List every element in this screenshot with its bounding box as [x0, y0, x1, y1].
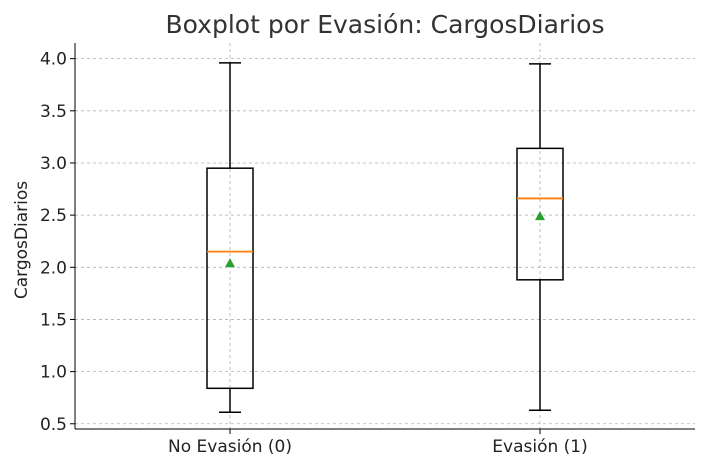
- y-tick-label: 1.0: [40, 363, 67, 383]
- x-tick-label: Evasión (1): [492, 437, 587, 457]
- box-group: [516, 63, 564, 411]
- y-tick-label: 3.5: [40, 102, 67, 122]
- mean-marker: [225, 258, 235, 268]
- x-ticks: No Evasión (0) Evasión (1): [168, 429, 588, 457]
- x-tick-label: No Evasión (0): [168, 437, 292, 457]
- chart-title: Boxplot por Evasión: CargosDiarios: [166, 10, 605, 39]
- mean-marker: [535, 211, 545, 221]
- box-group: [206, 62, 254, 414]
- iqr-box: [516, 147, 564, 281]
- y-tick-label: 2.0: [40, 258, 67, 278]
- boxes: [206, 62, 564, 414]
- y-tick-label: 4.0: [40, 50, 67, 70]
- y-tick-label: 2.5: [40, 206, 67, 226]
- y-ticks: 0.5 1.0 1.5 2.0 2.5 3.0 3.5 4.0: [40, 50, 75, 435]
- y-axis-label: CargosDiarios: [12, 181, 32, 299]
- y-tick-label: 3.0: [40, 154, 67, 174]
- y-tick-label: 0.5: [40, 415, 67, 435]
- y-tick-label: 1.5: [40, 310, 67, 330]
- iqr-box: [206, 167, 254, 390]
- grid-lines: [75, 43, 695, 429]
